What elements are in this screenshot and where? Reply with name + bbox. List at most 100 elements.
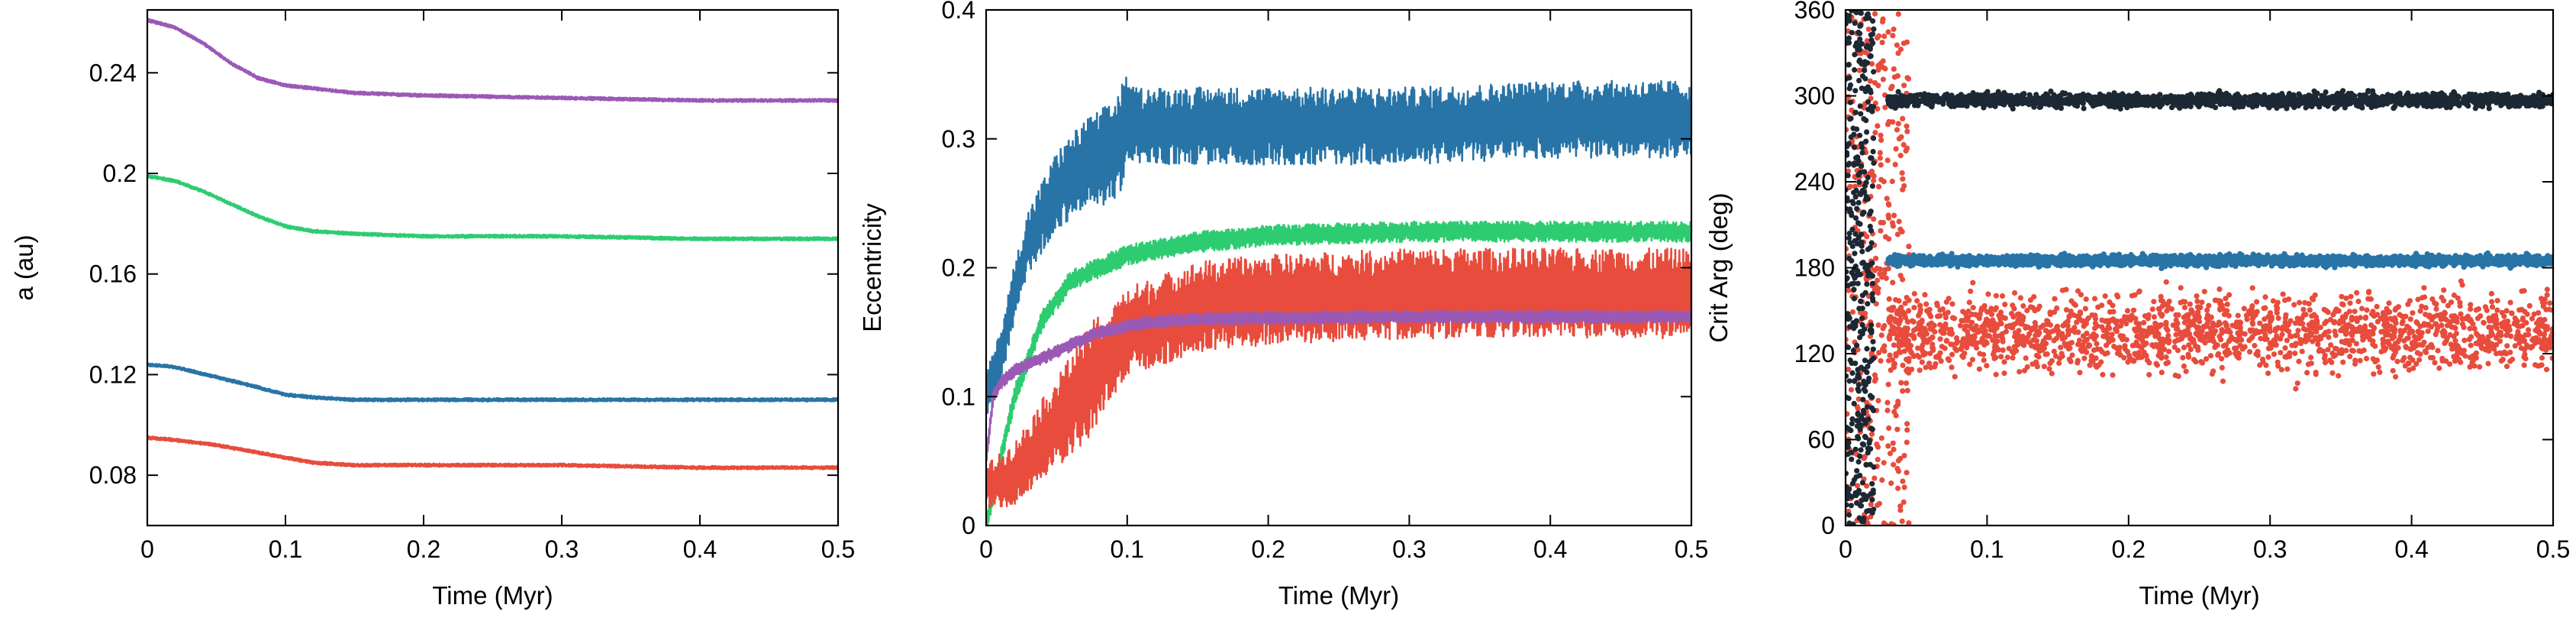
series-points-0 <box>1846 10 2553 526</box>
scatter-point <box>2502 322 2508 328</box>
scatter-point <box>2327 316 2334 323</box>
y-tick-label: 0 <box>962 512 975 539</box>
scatter-point <box>2245 312 2251 318</box>
scatter-point <box>2330 312 2336 318</box>
scatter-point <box>2471 363 2478 369</box>
scatter-point <box>2494 298 2500 304</box>
scatter-point <box>1985 291 1991 297</box>
scatter-point <box>2274 333 2280 339</box>
scatter-point <box>2226 312 2232 319</box>
scatter-point <box>1903 380 1910 387</box>
scatter-point <box>2295 328 2301 334</box>
scatter-point <box>2093 362 2099 369</box>
scatter-point <box>2400 357 2406 364</box>
scatter-point <box>1943 338 1949 344</box>
scatter-point <box>2316 348 2322 354</box>
scatter-point <box>2424 251 2430 257</box>
scatter-point <box>2468 306 2474 312</box>
scatter-point <box>2543 367 2550 373</box>
scatter-point <box>2353 341 2359 347</box>
scatter-point <box>2517 323 2523 329</box>
scatter-point <box>2275 299 2281 306</box>
scatter-point <box>2063 286 2069 293</box>
scatter-point <box>2099 317 2105 323</box>
scatter-point <box>1847 183 1853 189</box>
scatter-point <box>2279 332 2285 338</box>
scatter-point <box>2163 361 2169 367</box>
scatter-point <box>1974 344 1980 351</box>
scatter-point <box>1903 335 1909 341</box>
scatter-point <box>2468 342 2474 348</box>
scatter-point <box>2199 328 2205 335</box>
scatter-point <box>1876 183 1882 189</box>
scatter-point <box>2027 304 2034 310</box>
scatter-point <box>2002 302 2008 308</box>
scatter-point <box>2332 264 2338 270</box>
scatter-point <box>2405 360 2411 366</box>
scatter-point <box>1901 142 1907 148</box>
scatter-point <box>2162 264 2168 270</box>
scatter-point <box>2363 355 2370 361</box>
scatter-point <box>2425 328 2431 335</box>
scatter-point <box>2110 309 2117 315</box>
scatter-point <box>2139 261 2146 267</box>
scatter-point <box>2149 342 2155 348</box>
scatter-point <box>1962 326 1968 332</box>
scatter-point <box>2399 256 2405 262</box>
scatter-point <box>2397 312 2403 318</box>
scatter-point <box>2173 326 2180 332</box>
scatter-point <box>2415 296 2421 302</box>
scatter-point <box>2489 304 2496 310</box>
scatter-point <box>2441 328 2447 334</box>
scatter-point <box>1885 256 1891 262</box>
scatter-point <box>2421 285 2427 291</box>
scatter-point <box>2423 305 2429 311</box>
scatter-point <box>1901 82 1907 89</box>
scatter-point <box>2217 306 2223 313</box>
scatter-point <box>2449 346 2455 352</box>
scatter-point <box>2317 257 2323 263</box>
scatter-point <box>2032 319 2038 326</box>
scatter-point <box>2146 312 2152 318</box>
scatter-point <box>1904 421 1910 427</box>
scatter-point <box>2370 341 2376 348</box>
scatter-point <box>1877 155 1883 161</box>
scatter-point <box>2235 312 2241 319</box>
scatter-point <box>2080 333 2087 339</box>
scatter-point <box>2354 255 2360 261</box>
scatter-point <box>2542 316 2548 323</box>
scatter-point <box>1897 226 1904 232</box>
scatter-point <box>2194 298 2200 305</box>
scatter-point <box>1881 322 1888 329</box>
scatter-point <box>1891 409 1897 415</box>
scatter-point <box>1934 300 1940 306</box>
scatter-point <box>2036 348 2042 354</box>
scatter-point <box>2361 347 2367 354</box>
scatter-point <box>2296 299 2303 306</box>
scatter-point <box>1970 338 1977 344</box>
scatter-point <box>2275 359 2281 365</box>
scatter-point <box>2207 353 2214 359</box>
scatter-point <box>2422 257 2428 263</box>
scatter-point <box>2181 363 2187 369</box>
scatter-point <box>1891 342 1897 348</box>
scatter-point <box>1988 322 1994 328</box>
scatter-point <box>2233 345 2239 351</box>
scatter-point <box>2075 341 2081 348</box>
scatter-point <box>2111 252 2117 258</box>
scatter-point <box>2304 370 2310 376</box>
scatter-point <box>1900 478 1906 484</box>
scatter-point <box>2020 302 2026 309</box>
scatter-point <box>2285 322 2291 328</box>
scatter-point <box>2307 307 2313 313</box>
scatter-point <box>1935 313 1941 319</box>
scatter-point <box>1876 33 1882 39</box>
scatter-point <box>2318 335 2324 341</box>
scatter-point <box>2161 257 2167 264</box>
scatter-point <box>2044 260 2051 267</box>
scatter-point <box>2051 256 2057 262</box>
scatter-point <box>2454 319 2460 325</box>
scatter-point <box>2539 354 2545 361</box>
scatter-point <box>2128 357 2134 363</box>
scatter-point <box>2390 344 2396 350</box>
